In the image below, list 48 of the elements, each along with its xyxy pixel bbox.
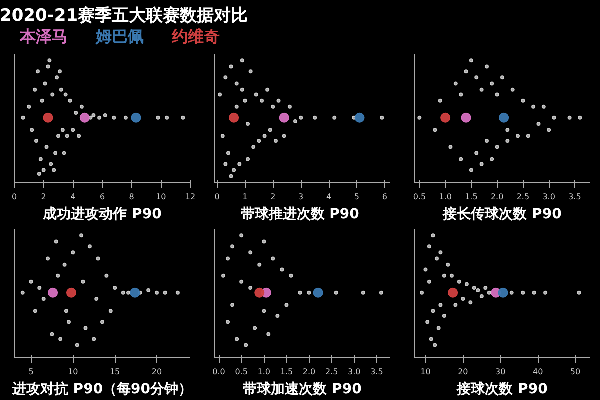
x-tick-label: 3.0 <box>542 192 556 202</box>
x-tick-label: 0 <box>12 192 18 202</box>
x-tick-label: 10 <box>156 192 166 202</box>
text: 姆巴佩 <box>96 27 144 46</box>
x-tick-label: 5 <box>354 192 360 202</box>
x-tick-label: 40 <box>532 368 544 376</box>
x-tick-label: 4 <box>326 192 332 202</box>
x-tick-label: 3.5 <box>568 192 582 202</box>
x-tick-label: 1.0 <box>258 368 271 376</box>
x-tick-label: 1.5 <box>280 368 294 376</box>
x-tick-label: 20 <box>152 368 162 376</box>
x-tick-label: 10 <box>68 368 78 376</box>
x-tick-label: 1.5 <box>465 192 478 202</box>
chart-title: 2020-21赛季五大联赛数据对比 <box>0 5 248 27</box>
x-tick-label: 1.0 <box>439 192 452 202</box>
x-tick-label: 15 <box>110 368 120 376</box>
x-tick-label: 0.5 <box>413 192 426 202</box>
x-axis-title: 成功进攻动作 P90 <box>42 206 162 222</box>
x-tick-label: 0 <box>214 192 220 202</box>
x-axis-title: 接长传球次数 P90 <box>442 206 562 222</box>
x-tick-label: 2.0 <box>490 192 504 202</box>
x-tick-label: 2 <box>41 192 46 202</box>
x-axis-title: 进攻对抗 P90（每90分钟） <box>11 382 193 398</box>
x-tick-label: 2.5 <box>325 368 338 376</box>
x-tick-label: 3.5 <box>370 368 384 376</box>
text: 约维奇 <box>172 27 220 46</box>
x-tick-label: 5 <box>28 368 34 376</box>
x-tick-label: 4 <box>70 192 76 202</box>
x-tick-label: 2 <box>270 192 276 202</box>
text: 本泽马 <box>20 27 68 46</box>
x-tick-label: 10 <box>420 368 431 376</box>
x-tick-label: 30 <box>496 368 506 376</box>
x-tick-label: 2.0 <box>302 368 316 376</box>
x-tick-label: 20 <box>458 368 468 376</box>
x-tick-label: 1 <box>242 192 248 202</box>
x-tick-label: 3.0 <box>348 368 361 376</box>
x-tick-label: 6 <box>100 192 106 202</box>
x-tick-label: 2.5 <box>516 192 530 202</box>
x-axis-title: 带球推进次数 P90 <box>240 206 360 222</box>
x-tick-label: 12 <box>185 192 196 202</box>
x-tick-label: 6 <box>382 192 388 202</box>
x-axis-title: 带球加速次数 P90 <box>243 382 362 398</box>
x-tick-label: 0.5 <box>235 368 248 376</box>
x-axis-title: 接球次数 P90 <box>456 380 548 398</box>
x-tick-label: 50 <box>570 368 581 376</box>
x-tick-label: 8 <box>129 192 134 202</box>
x-tick-label: 0.0 <box>212 368 226 376</box>
x-tick-label: 3 <box>298 192 304 202</box>
